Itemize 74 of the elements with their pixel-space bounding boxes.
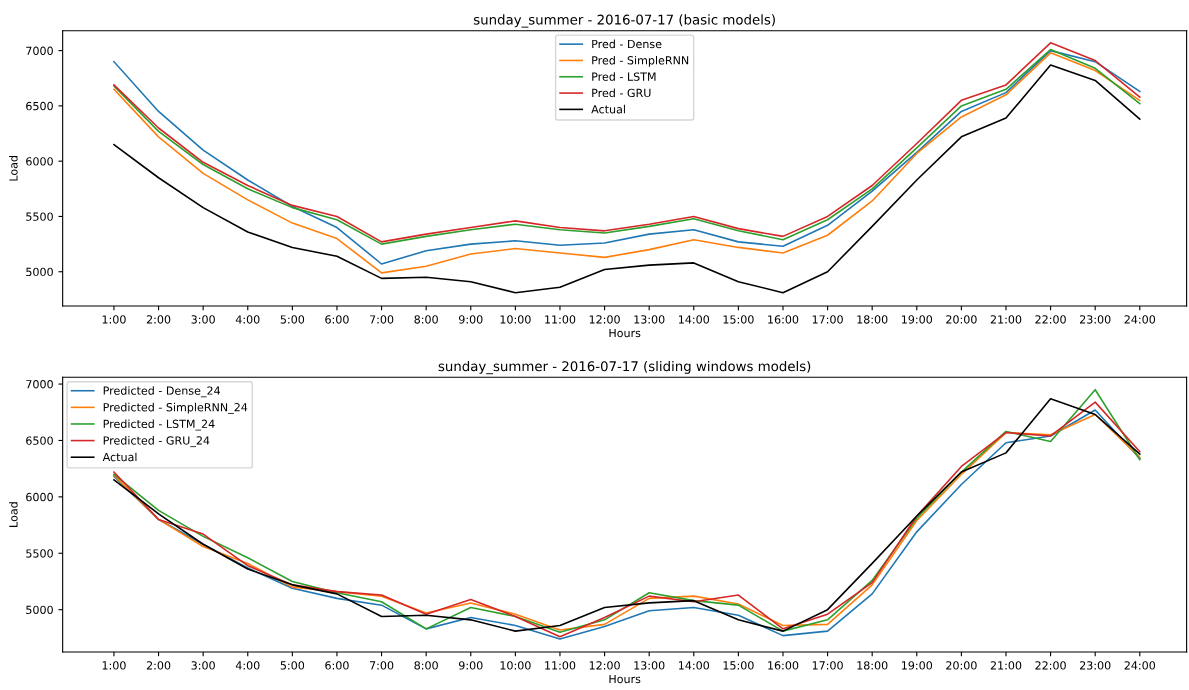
legend-label: Pred - SimpleRNN [592, 55, 689, 67]
x-tick-label: 13:00 [634, 315, 665, 324]
x-tick-label: 20:00 [946, 661, 977, 670]
y-tick-label: 7000 [26, 46, 53, 55]
chart-title: sunday_summer - 2016-07-17 (basic models) [473, 14, 775, 28]
x-tick-label: 18:00 [857, 315, 888, 324]
y-tick-label: 6500 [26, 101, 53, 111]
x-axis-title: Hours [609, 674, 641, 684]
x-tick-label: 12:00 [589, 661, 620, 670]
x-tick-label: 6:00 [325, 661, 349, 670]
x-tick-label: 22:00 [1035, 315, 1066, 324]
x-tick-label: 9:00 [458, 661, 483, 670]
y-tick-label: 5000 [26, 267, 53, 277]
x-axis-title: Hours [609, 328, 641, 338]
x-tick-label: 9:00 [458, 315, 483, 324]
legend-label: Predicted - LSTM_24 [103, 419, 215, 431]
x-tick-label: 21:00 [990, 315, 1022, 324]
x-tick-label: 8:00 [414, 661, 438, 670]
x-tick-label: 5:00 [280, 661, 305, 670]
x-tick-label: 20:00 [946, 315, 977, 324]
x-tick-label: 1:00 [102, 315, 126, 324]
x-tick-label: 18:00 [857, 661, 888, 670]
x-tick-label: 24:00 [1124, 315, 1156, 324]
x-tick-label: 11:00 [545, 315, 576, 324]
legend-label: Pred - GRU [592, 88, 651, 98]
y-tick-label: 5000 [26, 605, 53, 615]
x-tick-label: 17:00 [812, 661, 843, 670]
x-tick-label: 23:00 [1079, 661, 1111, 670]
legend-label: Predicted - SimpleRNN_24 [103, 402, 248, 414]
y-tick-label: 6500 [26, 436, 53, 445]
x-tick-label: 12:00 [589, 315, 620, 324]
x-tick-label: 7:00 [370, 661, 394, 670]
x-tick-label: 3:00 [191, 315, 215, 324]
x-tick-label: 3:00 [191, 661, 215, 670]
x-tick-label: 23:00 [1079, 315, 1111, 324]
x-tick-label: 10:00 [500, 661, 531, 670]
x-tick-label: 8:00 [414, 315, 438, 324]
x-tick-label: 15:00 [723, 661, 754, 670]
x-tick-label: 2:00 [146, 315, 171, 324]
x-tick-label: 13:00 [634, 661, 665, 670]
x-tick-label: 16:00 [768, 661, 799, 670]
x-tick-label: 17:00 [812, 315, 843, 324]
x-tick-label: 2:00 [146, 661, 171, 670]
legend-label: Predicted - GRU_24 [103, 436, 210, 448]
x-tick-label: 21:00 [990, 661, 1022, 670]
x-tick-label: 7:00 [370, 315, 394, 324]
x-tick-label: 14:00 [678, 661, 710, 670]
chart-title: sunday_summer - 2016-07-17 (sliding windows models) [438, 360, 811, 375]
legend-label: Predicted - Dense_24 [103, 386, 221, 398]
x-tick-label: 19:00 [901, 315, 933, 324]
x-tick-label: 1:00 [102, 661, 126, 670]
x-tick-label: 4:00 [235, 315, 260, 324]
x-tick-label: 5:00 [280, 315, 305, 324]
y-tick-label: 5500 [26, 212, 53, 221]
x-tick-label: 24:00 [1124, 661, 1156, 670]
x-tick-label: 19:00 [901, 661, 933, 670]
legend-label: Actual [591, 104, 625, 114]
x-tick-label: 15:00 [723, 315, 754, 324]
x-tick-label: 14:00 [678, 315, 710, 324]
x-tick-label: 6:00 [325, 315, 349, 324]
x-tick-label: 11:00 [545, 661, 576, 670]
x-tick-label: 16:00 [768, 315, 799, 324]
legend-label: Pred - LSTM [592, 72, 656, 81]
legend-label: Actual [102, 452, 137, 462]
legend-label: Pred - Dense [592, 39, 662, 49]
y-axis-title: Load [9, 156, 18, 181]
x-tick-label: 4:00 [235, 661, 260, 670]
y-tick-label: 7000 [26, 380, 53, 389]
x-tick-label: 22:00 [1035, 661, 1066, 670]
y-tick-label: 6000 [26, 492, 53, 502]
y-tick-label: 5500 [26, 549, 53, 558]
y-tick-label: 6000 [26, 157, 53, 166]
x-tick-label: 10:00 [500, 315, 531, 324]
y-axis-title: Load [9, 502, 18, 527]
